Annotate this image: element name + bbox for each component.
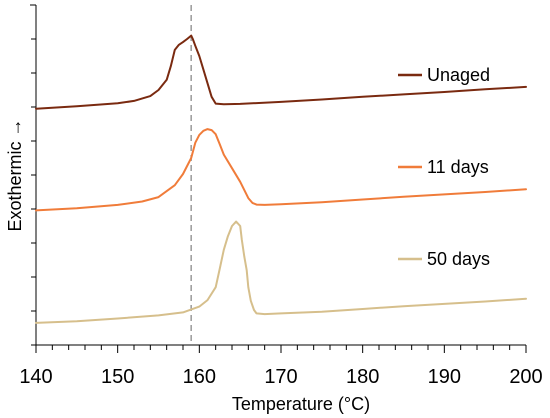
x-tick-label: 200 — [509, 366, 542, 388]
series-line-0 — [35, 34, 527, 110]
x-tick-label: 180 — [346, 366, 379, 388]
legend: Unaged 11 days 50 days — [398, 65, 490, 269]
legend-label: 50 days — [427, 249, 490, 269]
legend-label: Unaged — [427, 65, 490, 85]
x-ticks — [35, 345, 527, 353]
x-axis-title: Temperature (°C) — [232, 394, 370, 414]
y-ticks — [31, 4, 36, 346]
x-tick-label: 140 — [19, 366, 52, 388]
series-line-1 — [35, 128, 527, 212]
x-tick-label: 170 — [264, 366, 297, 388]
x-tick-label: 190 — [428, 366, 461, 388]
y-axis-title: Exothermic → — [5, 118, 25, 231]
legend-label: 11 days — [427, 157, 489, 177]
x-tick-label: 160 — [183, 366, 216, 388]
series-layer — [35, 34, 527, 324]
x-tick-label: 150 — [101, 366, 134, 388]
series-line-2 — [35, 220, 527, 324]
x-tick-labels: 140 150 160 170 180 190 200 — [19, 366, 542, 388]
